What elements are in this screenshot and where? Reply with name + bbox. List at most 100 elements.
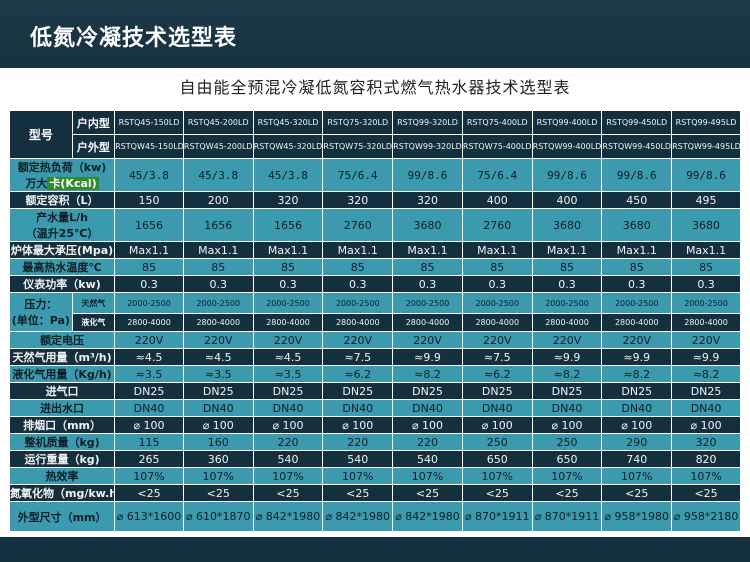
value-cell: 220 xyxy=(322,433,394,451)
value-cell: 740 xyxy=(601,450,673,468)
value-cell: 220V xyxy=(671,331,741,349)
value-cell: <25 xyxy=(601,484,673,502)
value-cell: ≈3.5 xyxy=(182,365,254,383)
table-row: 进气口 DN25 DN25 DN25 DN25 DN25 DN25 DN25 DN25 DN25 xyxy=(8,382,741,400)
table-row: 进出水口 DN40 DN40 DN40 DN40 DN40 DN40 DN40 DN40 DN40 xyxy=(8,399,741,417)
value-cell: 1656 xyxy=(114,208,184,242)
kcal-highlight: 卡(Kcal) xyxy=(47,177,99,190)
row-label-line1: 额定热负荷（kw) xyxy=(17,161,107,174)
value-cell: DN25 xyxy=(671,382,741,400)
row-label: 炉体最大承压(Mpa) xyxy=(8,241,116,259)
value-cell: 0.3 xyxy=(531,275,603,293)
row-label: 运行重量（kg) xyxy=(8,450,116,468)
outdoor-model-cell: RSTQW99-320LD xyxy=(392,134,463,159)
row-label: 天然气用量（m³/h) xyxy=(8,348,116,366)
value-cell: DN40 xyxy=(461,399,533,417)
outdoor-type-label: 户外型 xyxy=(71,134,116,159)
value-cell: 107% xyxy=(252,467,324,485)
value-cell: 0.3 xyxy=(252,275,324,293)
value-cell: 0.3 xyxy=(671,275,741,293)
value-cell: 2800-4000 xyxy=(182,313,254,332)
value-cell: ⌀ 958*2180 xyxy=(671,501,741,532)
value-cell: <25 xyxy=(252,484,324,502)
value-cell: 150 xyxy=(114,191,184,209)
value-cell: 85 xyxy=(252,258,324,276)
row-label: 排烟口（mm） xyxy=(8,416,116,434)
table-row: 炉体最大承压(Mpa) Max1.1 Max1.1 Max1.1 Max1.1 Max1.… xyxy=(8,241,741,259)
outdoor-model-cell: RSTQW45-320LD xyxy=(252,134,324,159)
spec-table: 型号 户内型 RSTQ45-150LD RSTQ45-200LD RSTQ45-320L… xyxy=(8,110,741,532)
row-label: 产水量L/h （温升25℃） xyxy=(8,208,116,242)
value-cell: ≈6.2 xyxy=(461,365,533,383)
table-row: 仪表功率（kw) 0.3 0.3 0.3 0.3 0.3 0.3 0.3 0.3 0.3 xyxy=(8,275,741,293)
value-cell: 265 xyxy=(114,450,184,468)
value-cell: 220V xyxy=(182,331,254,349)
value-cell: ⌀ 613*1600 xyxy=(114,501,184,532)
value-cell: 45/3.8 xyxy=(252,158,324,192)
value-cell: 107% xyxy=(322,467,394,485)
outdoor-model-cell: RSTQW75-320LD xyxy=(322,134,394,159)
indoor-model-cell: RSTQ99-450LD xyxy=(601,110,673,135)
value-cell: 220V xyxy=(322,331,394,349)
table-row: 户外型 RSTQW45-150LD RSTQW45-200LD RSTQW45-320… xyxy=(10,134,741,159)
value-cell: <25 xyxy=(322,484,394,502)
row-label: 最高热水温度℃ xyxy=(8,258,116,276)
value-cell: 160 xyxy=(182,433,254,451)
value-cell: 320 xyxy=(671,433,741,451)
row-label: 氮氧化物（mg/kw.h) xyxy=(8,484,116,502)
value-cell: 1656 xyxy=(252,208,324,242)
value-cell: 2000-2500 xyxy=(461,292,533,314)
value-cell: DN25 xyxy=(182,382,254,400)
value-cell: ⌀ 100 xyxy=(671,416,741,434)
value-cell: 85 xyxy=(461,258,533,276)
value-cell: ≈9.9 xyxy=(531,348,603,366)
value-cell: 85 xyxy=(114,258,184,276)
value-cell: ≈8.2 xyxy=(392,365,463,383)
value-cell: 99/8.6 xyxy=(671,158,741,192)
value-cell: 2760 xyxy=(322,208,394,242)
value-cell: ≈8.2 xyxy=(601,365,673,383)
outdoor-model-cell: RSTQW99-400LD xyxy=(531,134,603,159)
row-label: 外型尺寸（mm） xyxy=(8,501,116,532)
value-cell: 107% xyxy=(114,467,184,485)
value-cell: 2000-2500 xyxy=(182,292,254,314)
value-cell: ≈9.9 xyxy=(601,348,673,366)
value-cell: DN25 xyxy=(252,382,324,400)
value-cell: Max1.1 xyxy=(671,241,741,259)
value-cell: 99/8.6 xyxy=(601,158,673,192)
table-row: 热效率 107% 107% 107% 107% 107% 107% 107% 107% 107% xyxy=(8,467,741,485)
value-cell: ≈7.5 xyxy=(322,348,394,366)
value-cell: Max1.1 xyxy=(322,241,394,259)
indoor-model-cell: RSTQ99-495LD xyxy=(671,110,741,135)
value-cell: 2000-2500 xyxy=(252,292,324,314)
value-cell: ⌀ 100 xyxy=(461,416,533,434)
value-cell: ⌀ 100 xyxy=(531,416,603,434)
value-cell: <25 xyxy=(671,484,741,502)
value-cell: 400 xyxy=(531,191,603,209)
value-cell: ⌀ 100 xyxy=(114,416,184,434)
value-cell: ⌀ 842*1980 xyxy=(252,501,324,532)
value-cell: 3680 xyxy=(671,208,741,242)
value-cell: 2800-4000 xyxy=(322,313,394,332)
value-cell: 2000-2500 xyxy=(322,292,394,314)
value-cell: 2800-4000 xyxy=(531,313,603,332)
value-cell: Max1.1 xyxy=(252,241,324,259)
value-cell: 2000-2500 xyxy=(531,292,603,314)
value-cell: 0.3 xyxy=(182,275,254,293)
value-cell: DN40 xyxy=(531,399,603,417)
value-cell: 107% xyxy=(392,467,463,485)
value-cell: ≈3.5 xyxy=(252,365,324,383)
value-cell: Max1.1 xyxy=(601,241,673,259)
value-cell: <25 xyxy=(392,484,463,502)
value-cell: 2760 xyxy=(461,208,533,242)
value-cell: 45/3.8 xyxy=(114,158,184,192)
value-cell: ⌀ 100 xyxy=(392,416,463,434)
value-cell: ⌀ 100 xyxy=(322,416,394,434)
model-header: 型号 xyxy=(9,110,73,159)
value-cell: 115 xyxy=(114,433,184,451)
table-row: 液化气用量（Kg/h) ≈3.5 ≈3.5 ≈3.5 ≈6.2 ≈8.2 ≈6.2 ≈8.2 ≈… xyxy=(8,365,741,383)
gas-natural-label: 天然气 xyxy=(71,292,116,314)
value-cell: ≈8.2 xyxy=(531,365,603,383)
value-cell: 2000-2500 xyxy=(392,292,463,314)
indoor-model-cell: RSTQ75-320LD xyxy=(322,110,394,135)
